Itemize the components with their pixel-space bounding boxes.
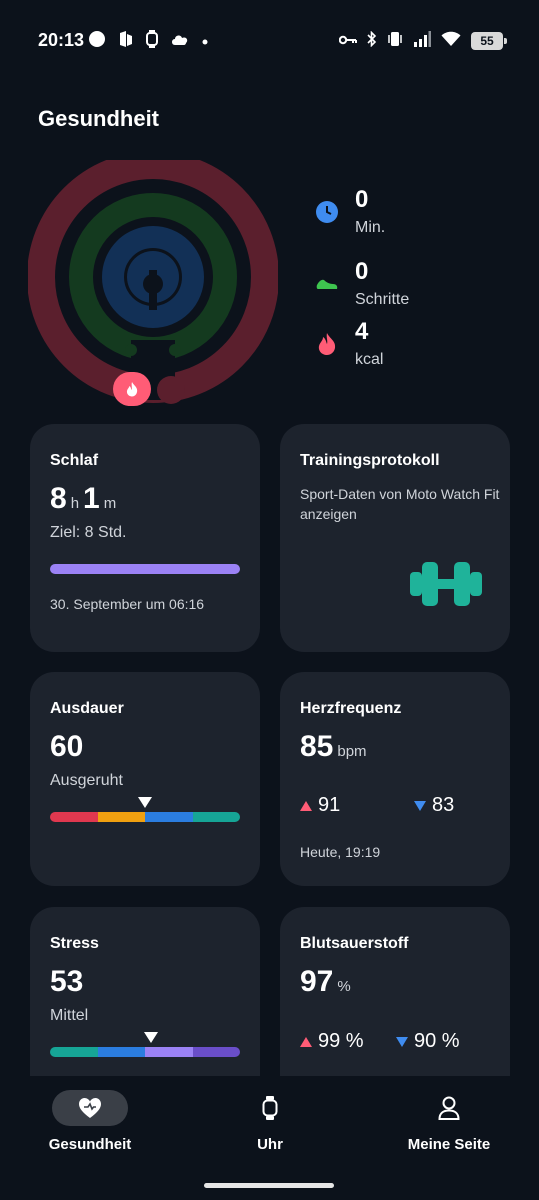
kcal-label: kcal [355,351,384,368]
cloud-icon [170,32,190,51]
card-title: Schlaf [50,452,99,469]
circle-icon [88,30,106,53]
bottom-navigation: Gesundheit Uhr Meine Seite [0,1076,539,1200]
nav-health[interactable]: Gesundheit [0,1090,180,1153]
watch-icon [262,1096,278,1120]
blood-oxygen-value: 97% [300,965,351,998]
card-title: Ausdauer [50,700,124,717]
app-notification-icon [118,30,134,53]
nav-profile[interactable]: Meine Seite [359,1090,539,1153]
stress-marker [143,1032,158,1043]
steps-value: 0 [355,258,369,285]
flame-icon [126,382,138,397]
shoe-icon [315,272,339,296]
home-indicator[interactable] [204,1183,334,1188]
person-icon [438,1096,460,1120]
minutes-stat[interactable]: 0 Min. [315,186,515,258]
battery-icon: 55 [471,32,507,50]
notification-icons [88,29,208,53]
more-dot-icon [202,32,208,50]
dumbbell-icon [410,560,482,613]
heart-rate-value: 85 bpm [300,730,367,763]
activity-stats: 0 Min. 0 Schritte 4 kcal [315,186,515,402]
activity-rings[interactable] [27,151,279,410]
key-icon [338,32,357,50]
endurance-card[interactable]: Ausdauer 60 Ausgeruht [30,672,260,886]
heart-rate-max: 91 [300,794,340,817]
flame-icon [315,332,339,356]
nav-watch[interactable]: Uhr [180,1090,360,1153]
stress-status: Mittel [50,1007,89,1024]
heart-rate-time: Heute, 19:19 [300,844,381,860]
endurance-status: Ausgeruht [50,772,123,789]
nav-label: Uhr [257,1136,283,1153]
up-arrow-icon [300,800,312,811]
heart-icon [79,1098,101,1118]
vibrate-icon [387,31,403,52]
sleep-goal: Ziel: 8 Std. [50,524,127,541]
system-icons: 55 [338,30,507,52]
signal-icon [413,30,431,52]
steps-stat[interactable]: 0 Schritte [315,258,515,330]
card-title: Blutsauerstoff [300,935,409,952]
page-title: Gesundheit [38,106,160,131]
down-arrow-icon [396,1036,408,1047]
wifi-icon [441,31,461,52]
blood-oxygen-max: 99 % [300,1030,364,1053]
kcal-value: 4 [355,318,369,345]
minutes-value: 0 [355,186,369,213]
bluetooth-icon [367,30,377,52]
stress-card[interactable]: Stress 53 Mittel [30,907,260,1107]
blood-oxygen-min: 90 % [396,1030,460,1053]
endurance-scale [50,812,240,822]
heart-rate-min: 83 [414,794,454,817]
endurance-marker [138,797,152,808]
sleep-date: 30. September um 06:16 [50,596,205,612]
minutes-label: Min. [355,219,386,236]
card-title: Stress [50,935,99,952]
steps-label: Schritte [355,291,410,308]
endurance-value: 60 [50,730,84,763]
watch-icon [146,29,158,53]
up-arrow-icon [300,1036,312,1047]
sleep-bar [50,564,240,574]
stress-scale [50,1047,240,1057]
clock-icon [315,200,339,224]
card-title: Herzfrequenz [300,700,402,717]
blood-oxygen-card[interactable]: Blutsauerstoff 97% 99 % 90 % [280,907,510,1107]
card-title: Trainingsprotokoll [300,452,440,469]
down-arrow-icon [414,800,426,811]
heart-rate-card[interactable]: Herzfrequenz 85 bpm 91 83 Heute, 19:19 [280,672,510,886]
kcal-ring-badge [113,372,151,406]
nav-label: Meine Seite [407,1136,491,1153]
kcal-stat[interactable]: 4 kcal [315,318,515,390]
stress-value: 53 [50,965,84,998]
training-description: Sport-Daten von Moto Watch Fit anzeigen [300,486,500,522]
status-time: 20:13 [38,30,85,50]
training-card[interactable]: Trainingsprotokoll Sport-Daten von Moto … [280,424,510,652]
status-bar: 20:13 [0,0,539,80]
nav-label: Gesundheit [48,1136,132,1153]
